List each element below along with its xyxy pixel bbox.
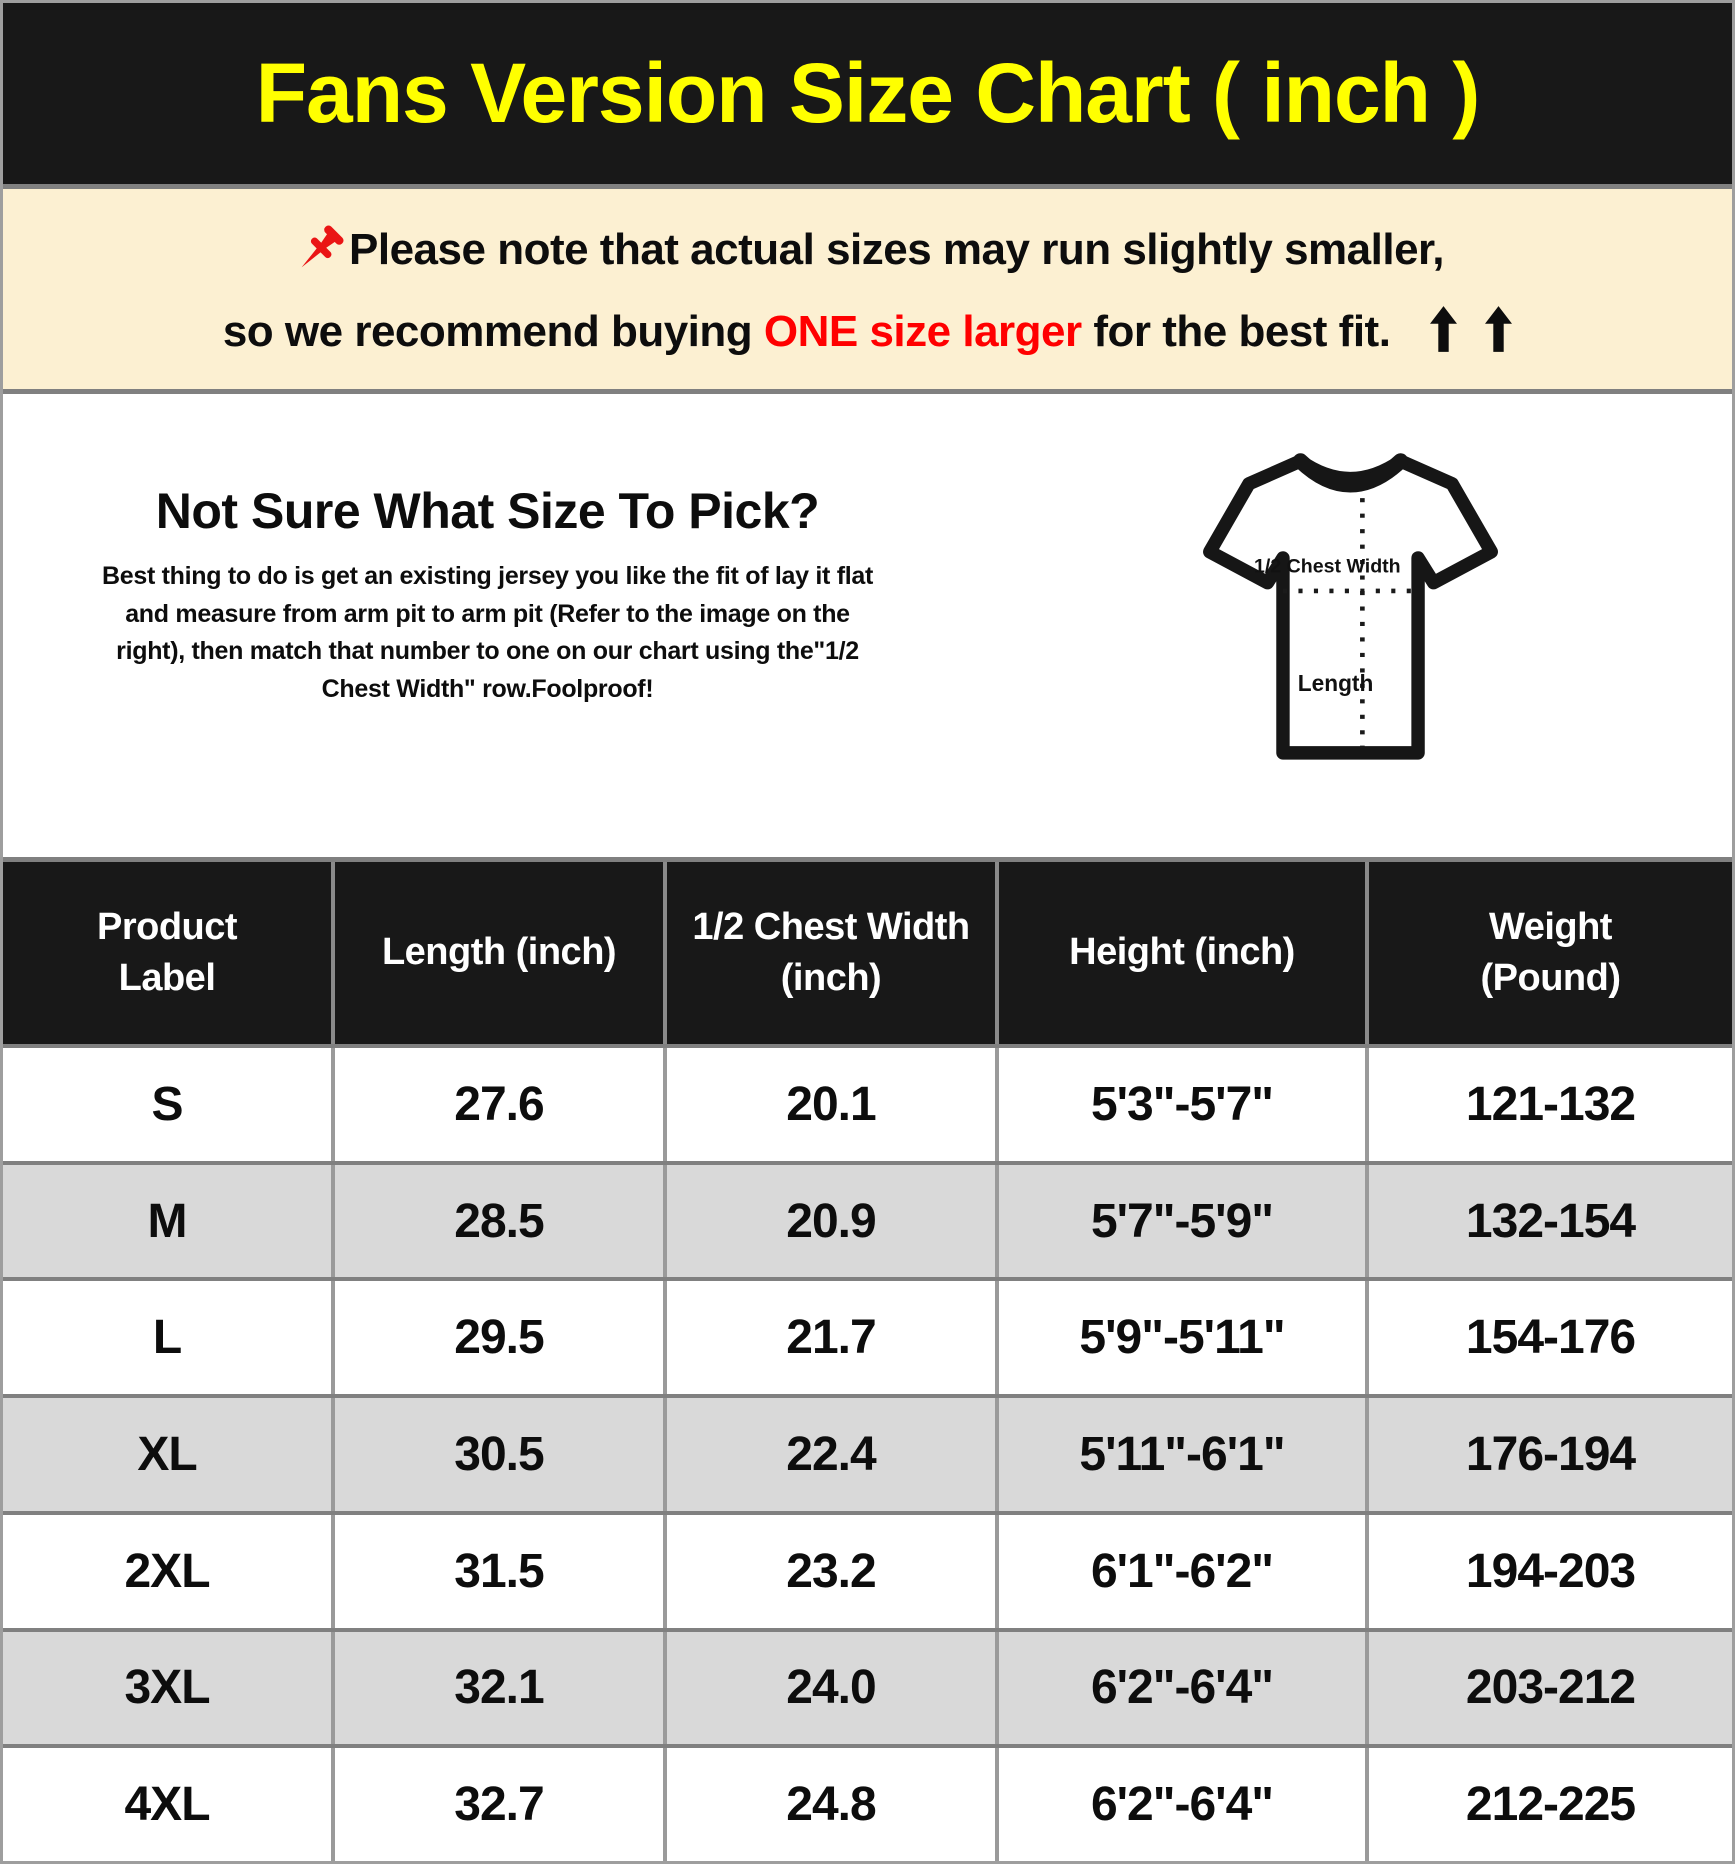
length-cell: 29.5 [335,1281,667,1395]
diagram-chest-label: 1/2 Chest Width [1254,555,1401,577]
table-row-2xl: 2XL 31.5 23.2 6'1"-6'2" 194-203 [3,1514,1732,1632]
column-header-product-label: Product Label [3,862,335,1044]
pushpin-icon [301,224,344,267]
notice-line-1: Please note that actual sizes may run sl… [291,222,1444,278]
notice-highlight: ONE size larger [763,306,1082,356]
size-label-cell: 3XL [3,1631,335,1745]
size-label-cell: 2XL [3,1514,335,1628]
height-cell: 5'11"-6'1" [999,1398,1369,1511]
table-row-4xl: 4XL 32.7 24.8 6'2"-6'4" 212-225 [3,1748,1732,1861]
diagram-length-label: Length [1298,670,1374,696]
notice-text-2: so we recommend buying [222,306,764,356]
size-label-cell: S [3,1048,335,1161]
title-bar: Fans Version Size Chart ( inch ) [3,3,1732,189]
column-header-chest-width: 1/2 Chest Width (inch) [667,862,999,1044]
chest-width-cell: 24.8 [667,1748,999,1861]
height-cell: 5'3"-5'7" [999,1048,1369,1161]
size-label-cell: 4XL [3,1748,335,1861]
weight-cell: 154-176 [1465,1311,1636,1365]
height-cell: 5'7"-5'9" [999,1164,1369,1278]
guide-body: Best thing to do is get an existing jers… [102,562,873,703]
weight-cell: 203-212 [1465,1661,1636,1715]
up-arrow-icon [1430,305,1458,352]
length-cell: 31.5 [335,1514,667,1628]
chest-width-cell: 20.1 [667,1048,999,1161]
tshirt-diagram: 1/2 Chest Width Length [968,394,1732,857]
chest-width-cell: 23.2 [667,1514,999,1628]
table-row-l: L 29.5 21.7 5'9"-5'11" 154-176 [3,1281,1732,1399]
table-header-row: Product Label Length (inch) 1/2 Chest Wi… [3,862,1732,1048]
weight-cell: 132-154 [1465,1194,1636,1248]
chest-width-cell: 21.7 [667,1281,999,1395]
chest-width-cell: 22.4 [667,1398,999,1511]
length-cell: 32.7 [335,1748,667,1861]
notice-line-2: so we recommend buying ONE size larger f… [222,305,1513,357]
column-header-height: Height (inch) [999,862,1369,1044]
size-label-cell: XL [3,1398,335,1511]
guide-heading: Not Sure What Size To Pick? [155,483,820,539]
tshirt-icon: 1/2 Chest Width Length [1203,453,1498,760]
size-table: Product Label Length (inch) 1/2 Chest Wi… [3,862,1732,1861]
notice-text-1: Please note that actual sizes may run sl… [349,224,1444,274]
sizing-guide-section: Not Sure What Size To Pick? Best thing t… [3,394,1732,862]
height-cell: 6'2"-6'4" [999,1748,1369,1861]
up-arrow-icon [1485,305,1513,352]
length-cell: 27.6 [335,1048,667,1161]
notice-text-3: for the best fit. [1081,306,1403,356]
chest-width-cell: 24.0 [667,1631,999,1745]
sizing-guide-text: Not Sure What Size To Pick? Best thing t… [3,394,968,857]
length-cell: 32.1 [335,1631,667,1745]
notice-banner: Please note that actual sizes may run sl… [3,189,1732,394]
chest-width-cell: 20.9 [667,1164,999,1278]
height-cell: 5'9"-5'11" [999,1281,1369,1395]
column-header-length: Length (inch) [335,862,667,1044]
column-header-weight: Weight (Pound) [1480,905,1621,999]
weight-cell: 121-132 [1465,1077,1636,1131]
height-cell: 6'2"-6'4" [999,1631,1369,1745]
length-cell: 28.5 [335,1164,667,1278]
weight-cell: 212-225 [1465,1778,1636,1832]
table-row-m: M 28.5 20.9 5'7"-5'9" 132-154 [3,1164,1732,1282]
weight-cell: 176-194 [1465,1428,1636,1482]
height-cell: 6'1"-6'2" [999,1514,1369,1628]
table-row-3xl: 3XL 32.1 24.0 6'2"-6'4" 203-212 [3,1631,1732,1749]
table-row-s: S 27.6 20.1 5'3"-5'7" 121-132 [3,1048,1732,1165]
weight-cell: 194-203 [1465,1544,1636,1598]
size-label-cell: L [3,1281,335,1395]
length-cell: 30.5 [335,1398,667,1511]
size-label-cell: M [3,1164,335,1278]
table-row-xl: XL 30.5 22.4 5'11"-6'1" 176-194 [3,1398,1732,1515]
page-title: Fans Version Size Chart ( inch ) [255,46,1481,140]
